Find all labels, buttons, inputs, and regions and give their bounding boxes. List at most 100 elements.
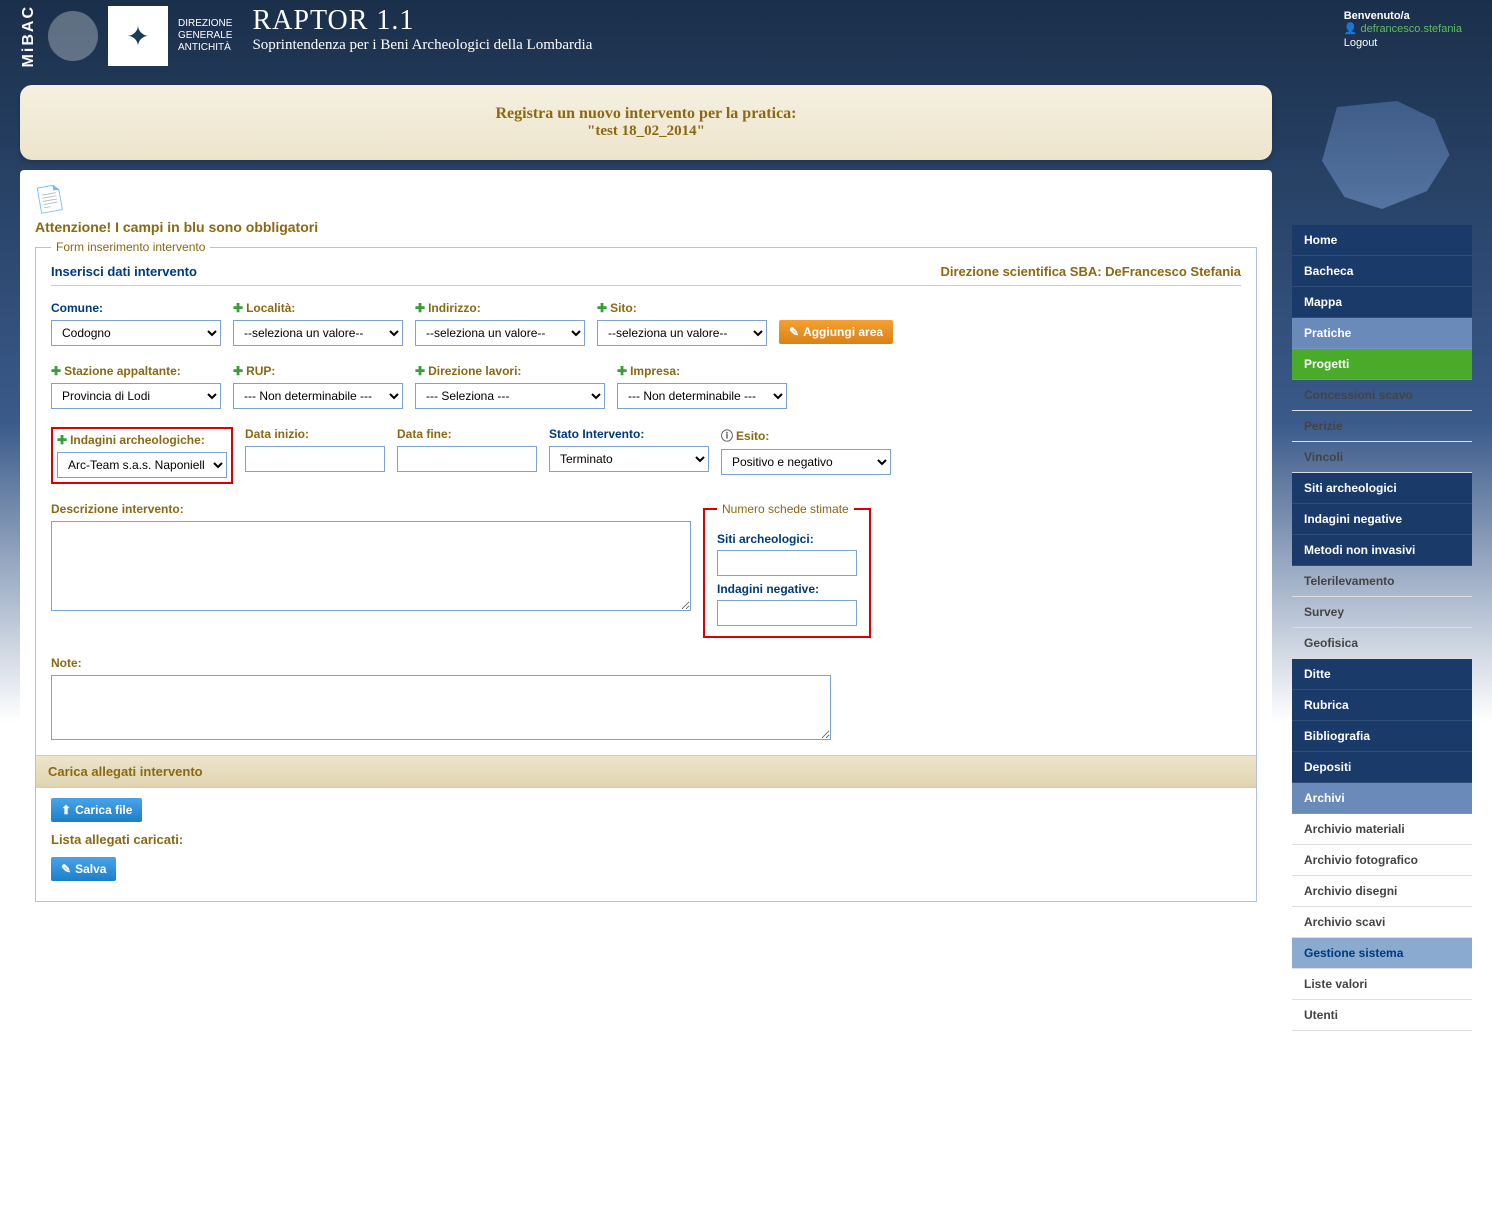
form-legend: Form inserimento intervento: [51, 240, 210, 254]
banner-line1: Registra un nuovo intervento per la prat…: [40, 105, 1252, 123]
plus-icon[interactable]: ✚: [415, 301, 425, 315]
comune-select[interactable]: Codogno: [51, 320, 221, 346]
plus-icon[interactable]: ✚: [233, 301, 243, 315]
section-header: Inserisci dati intervento Direzione scie…: [51, 264, 1241, 286]
sito-label: ✚Sito:: [597, 301, 767, 315]
app-header: MiBAC ✦ Direzione Generale Antichità RAP…: [0, 0, 1492, 85]
nav-arch-disegni[interactable]: Archivio disegni: [1292, 876, 1472, 907]
nav-arch-scavi[interactable]: Archivio scavi: [1292, 907, 1472, 938]
title-block: RAPTOR 1.1 Soprintendenza per i Beni Arc…: [252, 5, 592, 54]
siti-arch-label: Siti archeologici:: [717, 532, 857, 546]
plus-icon[interactable]: ✚: [415, 364, 425, 378]
nav-vincoli[interactable]: Vincoli: [1292, 442, 1472, 473]
note-textarea[interactable]: [51, 675, 831, 740]
username-link[interactable]: defrancesco.stefania: [1344, 22, 1462, 35]
plus-icon[interactable]: ✚: [57, 433, 67, 447]
dirlavori-label: ✚Direzione lavori:: [415, 364, 605, 378]
nav-depositi[interactable]: Depositi: [1292, 752, 1472, 783]
aggiungi-area-button[interactable]: Aggiungi area: [779, 320, 893, 344]
rup-select[interactable]: --- Non determinabile ---: [233, 383, 403, 409]
estimate-fieldset: Numero schede stimate Siti archeologici:…: [703, 502, 871, 638]
nav-geofisica[interactable]: Geofisica: [1292, 628, 1472, 659]
nav-progetti[interactable]: Progetti: [1292, 349, 1472, 380]
nav-metodi[interactable]: Metodi non invasivi: [1292, 535, 1472, 566]
stato-select[interactable]: Terminato: [549, 446, 709, 472]
datainizio-input[interactable]: [245, 446, 385, 472]
nav-liste[interactable]: Liste valori: [1292, 969, 1472, 1000]
nav-bacheca[interactable]: Bacheca: [1292, 256, 1472, 287]
info-icon[interactable]: ⓘ: [721, 429, 733, 443]
nav-arch-foto[interactable]: Archivio fotografico: [1292, 845, 1472, 876]
nav-gestione[interactable]: Gestione sistema: [1292, 938, 1472, 969]
logo-emblem: [48, 11, 98, 61]
rup-label: ✚RUP:: [233, 364, 403, 378]
indagini-select[interactable]: Arc-Team s.a.s. Naponiello: [57, 452, 227, 478]
nav-utenti[interactable]: Utenti: [1292, 1000, 1472, 1031]
plus-icon[interactable]: ✚: [233, 364, 243, 378]
banner-line2: "test 18_02_2014": [40, 123, 1252, 140]
nav-archivi[interactable]: Archivi: [1292, 783, 1472, 814]
ind-neg-input[interactable]: [717, 600, 857, 626]
form-fieldset: Form inserimento intervento Inserisci da…: [35, 240, 1257, 902]
dirlavori-select[interactable]: --- Seleziona ---: [415, 383, 605, 409]
indirizzo-label: ✚Indirizzo:: [415, 301, 585, 315]
indagini-label: ✚Indagini archeologiche:: [57, 433, 227, 447]
stato-label: Stato Intervento:: [549, 427, 709, 441]
nav-perizie[interactable]: Perizie: [1292, 411, 1472, 442]
stazione-select[interactable]: Provincia di Lodi: [51, 383, 221, 409]
region-map-icon[interactable]: [1307, 95, 1457, 215]
salva-button[interactable]: Salva: [51, 857, 116, 881]
descrizione-label: Descrizione intervento:: [51, 502, 691, 516]
plus-icon[interactable]: ✚: [597, 301, 607, 315]
descrizione-textarea[interactable]: [51, 521, 691, 611]
welcome-label: Benvenuto/a: [1344, 10, 1462, 22]
nav-pratiche[interactable]: Pratiche: [1292, 318, 1472, 349]
nav-home[interactable]: Home: [1292, 225, 1472, 256]
direzione-label: Direzione scientifica SBA: DeFrancesco S…: [940, 264, 1241, 279]
nav-bibliografia[interactable]: Bibliografia: [1292, 721, 1472, 752]
logo-section: MiBAC ✦ Direzione Generale Antichità: [20, 5, 232, 67]
form-panel: 📄 Attenzione! I campi in blu sono obblig…: [20, 170, 1272, 927]
nav-survey[interactable]: Survey: [1292, 597, 1472, 628]
carica-file-button[interactable]: Carica file: [51, 798, 142, 822]
datainizio-label: Data inizio:: [245, 427, 385, 441]
comune-label: Comune:: [51, 301, 221, 315]
plus-icon[interactable]: ✚: [51, 364, 61, 378]
nav-siti[interactable]: Siti archeologici: [1292, 473, 1472, 504]
esito-select[interactable]: Positivo e negativo: [721, 449, 891, 475]
plus-icon[interactable]: ✚: [617, 364, 627, 378]
carica-section-bar: Carica allegati intervento: [36, 755, 1256, 788]
nav-rubrica[interactable]: Rubrica: [1292, 690, 1472, 721]
siti-arch-input[interactable]: [717, 550, 857, 576]
impresa-label: ✚Impresa:: [617, 364, 787, 378]
logo-mibac: MiBAC: [20, 5, 38, 67]
impresa-select[interactable]: --- Non determinabile ---: [617, 383, 787, 409]
localita-label: ✚Località:: [233, 301, 403, 315]
note-label: Note:: [51, 656, 1241, 670]
esito-label: ⓘEsito:: [721, 427, 891, 444]
stazione-label: ✚Stazione appaltante:: [51, 364, 221, 378]
logout-link[interactable]: Logout: [1344, 37, 1462, 49]
section-title: Inserisci dati intervento: [51, 264, 197, 279]
estimate-legend: Numero schede stimate: [717, 502, 854, 516]
nav-mappa[interactable]: Mappa: [1292, 287, 1472, 318]
localita-select[interactable]: --seleziona un valore--: [233, 320, 403, 346]
nav-arch-materiali[interactable]: Archivio materiali: [1292, 814, 1472, 845]
app-subtitle: Soprintendenza per i Beni Archeologici d…: [252, 37, 592, 54]
sito-select[interactable]: --seleziona un valore--: [597, 320, 767, 346]
user-box: Benvenuto/a defrancesco.stefania Logout: [1344, 10, 1462, 49]
page-banner: Registra un nuovo intervento per la prat…: [20, 85, 1272, 160]
ind-neg-label: Indagini negative:: [717, 582, 857, 596]
logo-square: ✦: [108, 6, 168, 66]
nav-indagini-neg[interactable]: Indagini negative: [1292, 504, 1472, 535]
nav-concessioni[interactable]: Concessioni scavo: [1292, 380, 1472, 411]
indagini-highlight: ✚Indagini archeologiche: Arc-Team s.a.s.…: [51, 427, 233, 484]
document-icon: 📄: [33, 183, 67, 217]
logo-text: Direzione Generale Antichità: [178, 18, 232, 54]
datafine-input[interactable]: [397, 446, 537, 472]
attention-text: Attenzione! I campi in blu sono obbligat…: [35, 219, 1257, 235]
nav-telerilevamento[interactable]: Telerilevamento: [1292, 566, 1472, 597]
indirizzo-select[interactable]: --seleziona un valore--: [415, 320, 585, 346]
nav-ditte[interactable]: Ditte: [1292, 659, 1472, 690]
content-area: Registra un nuovo intervento per la prat…: [20, 85, 1272, 1031]
